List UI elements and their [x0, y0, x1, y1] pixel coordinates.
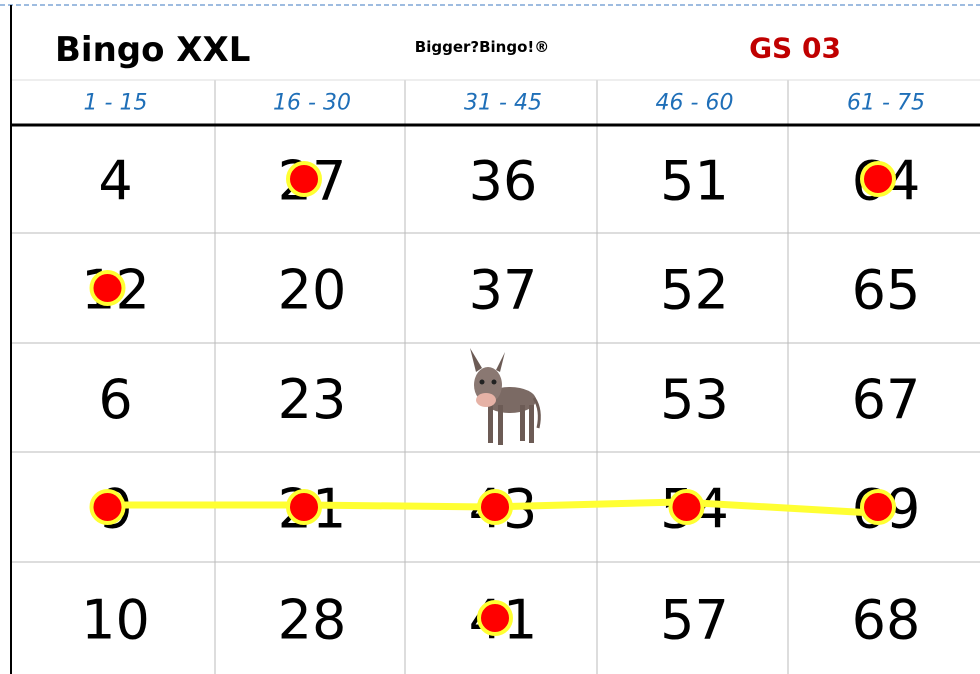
cell-number: 65 — [852, 259, 921, 322]
column-range: 31 - 45 — [464, 91, 542, 116]
cell-number: 37 — [469, 259, 538, 322]
column-range: 61 - 75 — [847, 91, 925, 116]
brand: Bigger?Bingo!® — [415, 38, 549, 56]
marker-dot — [862, 163, 894, 195]
marker-dot — [92, 272, 124, 304]
cell-number: 4 — [98, 150, 132, 213]
marker-dot — [862, 491, 894, 523]
cell-number: 36 — [469, 150, 538, 213]
cell-number: 57 — [660, 589, 729, 652]
marker-dot — [92, 491, 124, 523]
column-range: 1 - 15 — [84, 91, 148, 116]
cell-number: 10 — [81, 589, 150, 652]
cell-number: 67 — [852, 368, 921, 431]
cell-number: 20 — [278, 259, 347, 322]
page: Bingo XXL Bigger?Bingo!® GS 03 1 - 15 16 … — [0, 0, 980, 674]
cell-number: 51 — [660, 150, 729, 213]
marker-dot — [671, 491, 703, 523]
cell-number: 52 — [660, 259, 729, 322]
cell-number: 53 — [660, 368, 729, 431]
cell-number: 23 — [278, 368, 347, 431]
card-code: GS 03 — [749, 32, 841, 65]
bingo-card: Bingo XXL Bigger?Bingo!® GS 03 1 - 15 16 … — [0, 0, 980, 674]
marker-dot — [288, 163, 320, 195]
marker-dot — [288, 491, 320, 523]
cell-number: 28 — [278, 589, 347, 652]
cell-number: 68 — [852, 589, 921, 652]
cell-number: 6 — [98, 368, 132, 431]
marker-dot — [479, 491, 511, 523]
card-title: Bingo XXL — [55, 30, 250, 70]
column-range: 46 - 60 — [656, 91, 734, 116]
column-range: 16 - 30 — [273, 91, 351, 116]
marker-dot — [479, 602, 511, 634]
free-space-donkey — [470, 348, 539, 445]
